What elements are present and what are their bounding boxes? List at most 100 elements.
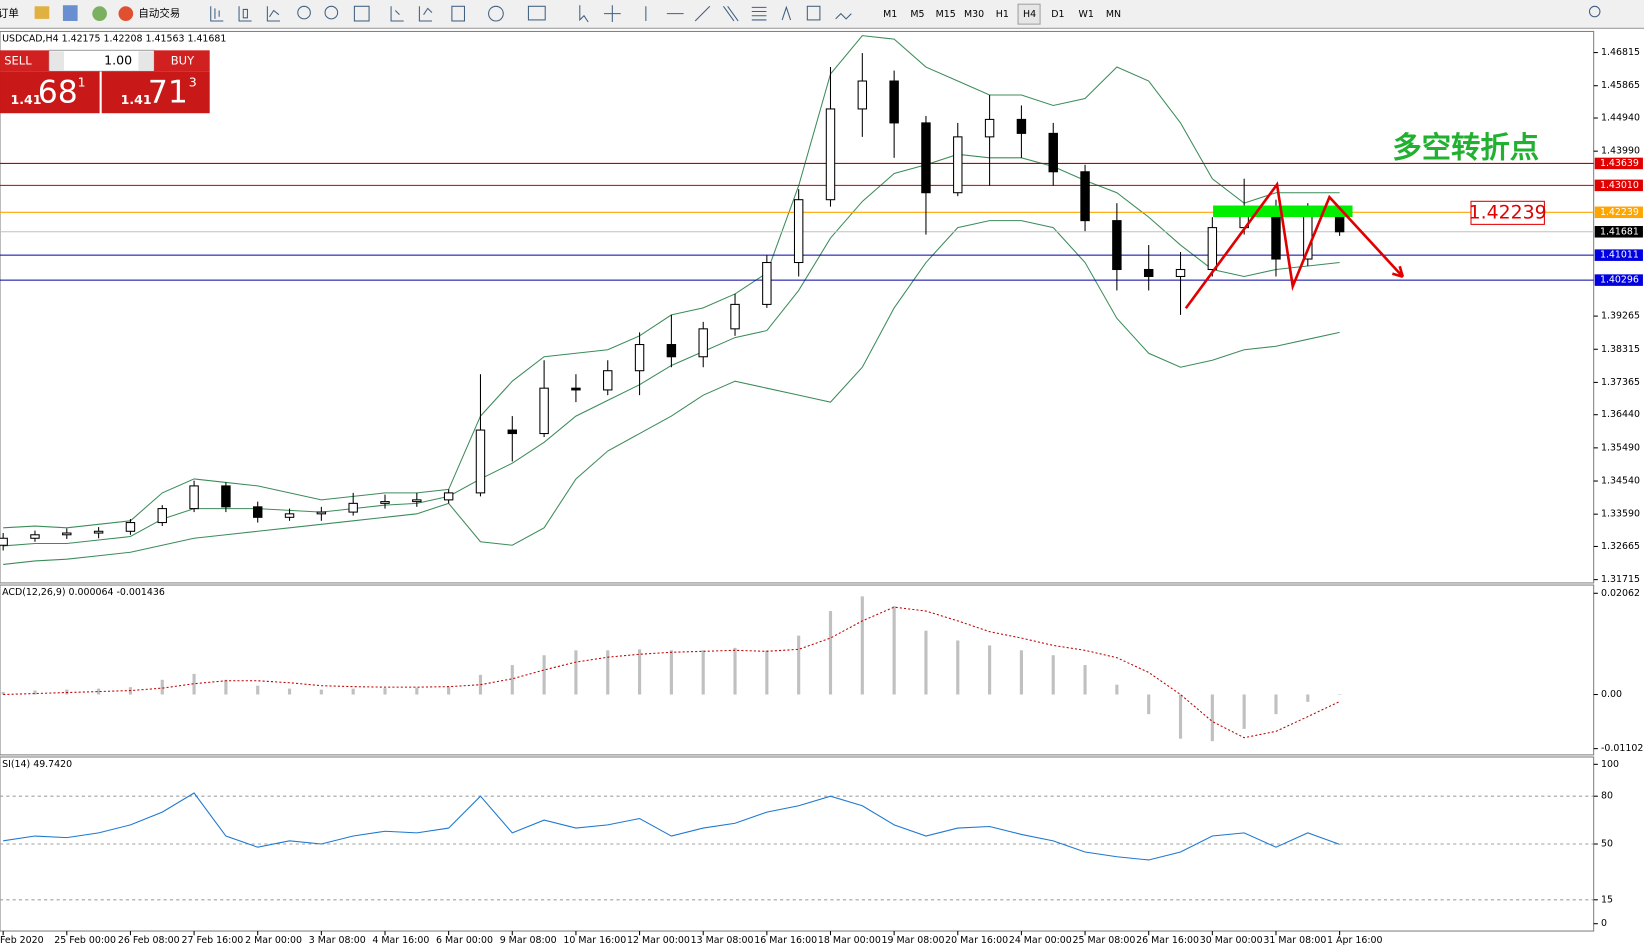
auto-trading-button[interactable]: 自动交易 xyxy=(138,7,180,20)
icon[interactable] xyxy=(579,5,589,23)
macd-bar xyxy=(1242,694,1246,729)
macd-bar xyxy=(1274,694,1278,715)
icon[interactable] xyxy=(806,5,821,21)
candle-body xyxy=(1271,209,1281,260)
candle-body xyxy=(1334,214,1345,233)
icon[interactable] xyxy=(488,5,504,22)
macd-bar xyxy=(383,688,387,695)
timeframe-button[interactable]: H1 xyxy=(996,9,1009,20)
candle-body xyxy=(1080,171,1090,222)
x-tick-label: 6 Mar 00:00 xyxy=(436,935,493,946)
candle-body xyxy=(730,303,740,330)
buy-button[interactable] xyxy=(154,50,210,72)
macd-bar xyxy=(1083,665,1087,695)
candle-body xyxy=(571,387,581,391)
y-tick-label: 1.35490 xyxy=(1601,442,1640,453)
icon[interactable] xyxy=(390,6,404,22)
panel-title: SI(14) 49.7420 xyxy=(2,759,72,770)
icon[interactable] xyxy=(324,5,339,20)
icon[interactable] xyxy=(353,5,370,22)
macd-bar xyxy=(97,688,101,695)
x-tick-label: 27 Feb 16:00 xyxy=(181,935,243,946)
candle-body xyxy=(221,485,231,508)
candle-body xyxy=(157,508,167,524)
timeframe-button[interactable]: D1 xyxy=(1051,9,1064,20)
timeframe-button[interactable]: M1 xyxy=(883,9,897,20)
macd-bar xyxy=(574,650,578,695)
macd-bar xyxy=(765,650,769,695)
zigzag-drawing xyxy=(1184,181,1405,310)
x-tick-label: 4 Mar 16:00 xyxy=(372,935,429,946)
macd-panel xyxy=(0,584,1595,756)
timeframe-button[interactable]: MN xyxy=(1106,9,1121,20)
macd-bar xyxy=(860,596,864,695)
macd-bar xyxy=(256,685,260,695)
icon[interactable] xyxy=(527,5,546,21)
x-tick-label: 26 Mar 16:00 xyxy=(1136,935,1199,946)
icon[interactable] xyxy=(34,6,50,19)
sell-button[interactable] xyxy=(0,50,50,72)
candle-body xyxy=(1143,268,1154,278)
macd-bar xyxy=(892,606,896,695)
candle-body xyxy=(1112,220,1122,271)
auto-trading-icon[interactable] xyxy=(118,6,134,21)
lot-up[interactable] xyxy=(138,51,154,71)
candle-body xyxy=(634,344,645,372)
macd-bar xyxy=(828,611,833,695)
timeframe-button[interactable]: W1 xyxy=(1079,9,1094,20)
icon[interactable] xyxy=(835,12,852,20)
price-level-tag xyxy=(1594,226,1643,238)
search-icon[interactable] xyxy=(1588,5,1601,18)
icon[interactable] xyxy=(210,6,224,22)
icon[interactable] xyxy=(62,5,78,21)
candle-body xyxy=(1048,132,1058,173)
y-tick-label: 1.36440 xyxy=(1601,409,1640,420)
price-level-tag xyxy=(1594,179,1643,192)
icon[interactable] xyxy=(781,5,792,21)
icon[interactable] xyxy=(451,5,465,22)
sell-label[interactable]: SELL xyxy=(4,53,32,67)
lot-value[interactable]: 1.00 xyxy=(104,52,132,67)
icon[interactable] xyxy=(723,5,739,22)
lot-input[interactable] xyxy=(48,49,155,72)
price-box-text: 1.42239 xyxy=(1469,201,1547,223)
x-tick-label: 13 Mar 08:00 xyxy=(691,935,754,946)
macd-bar xyxy=(192,673,196,695)
sell-price-box[interactable] xyxy=(0,71,100,114)
icon[interactable] xyxy=(92,6,107,21)
candle-body xyxy=(30,534,40,539)
price-level-label: 1.42239 xyxy=(1600,207,1639,218)
icon[interactable] xyxy=(238,6,252,22)
timeframe-button[interactable]: M15 xyxy=(936,9,956,20)
icon[interactable] xyxy=(751,6,767,21)
y-tick-label: 1.33590 xyxy=(1601,509,1640,520)
candle-body xyxy=(825,108,836,201)
orders-button[interactable]: 订单 xyxy=(0,8,19,20)
x-tick-label: 9 Mar 08:00 xyxy=(500,935,557,946)
buy-price-sup: 3 xyxy=(189,74,197,89)
buy-price-box[interactable] xyxy=(101,71,210,114)
icon[interactable] xyxy=(297,5,311,20)
macd-bar xyxy=(510,665,514,695)
icon[interactable] xyxy=(266,6,280,22)
candle-body xyxy=(189,485,199,510)
y-tick-label: 80 xyxy=(1601,791,1613,802)
timeframe-button[interactable]: H4 xyxy=(1023,9,1036,20)
icon[interactable] xyxy=(694,5,711,22)
lot-down[interactable] xyxy=(49,51,64,71)
macd-bar xyxy=(287,688,292,695)
icon[interactable] xyxy=(418,6,433,22)
icon[interactable] xyxy=(603,5,621,23)
candle-body xyxy=(380,501,390,504)
candle-body xyxy=(316,511,327,515)
sell-price-big: 68 xyxy=(38,74,78,110)
timeframe-button[interactable]: M5 xyxy=(910,9,924,20)
x-tick-label: 1 Apr 16:00 xyxy=(1327,935,1382,946)
y-tick-label: 1.32665 xyxy=(1601,541,1640,552)
macd-bar xyxy=(669,650,673,695)
y-tick-label: 1.31715 xyxy=(1601,574,1640,585)
timeframe-button[interactable]: M30 xyxy=(964,9,984,20)
y-tick-label: 0 xyxy=(1601,918,1607,929)
buy-label[interactable]: BUY xyxy=(171,53,195,67)
y-tick-label: 1.38315 xyxy=(1601,344,1640,355)
